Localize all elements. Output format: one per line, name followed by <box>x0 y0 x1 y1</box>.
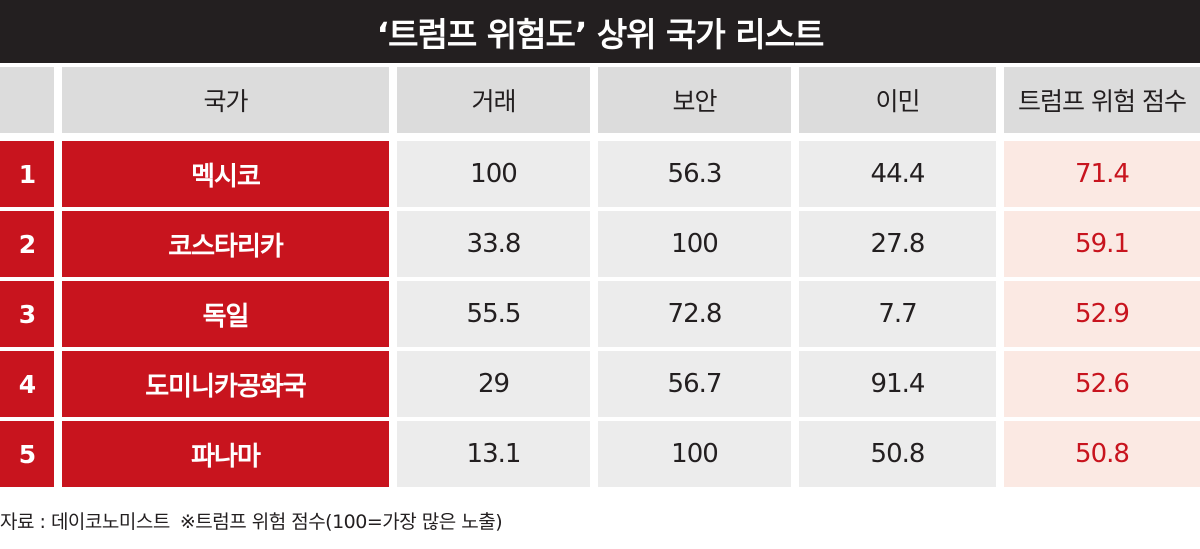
page-title: ‘트럼프 위험도’ 상위 국가 리스트 <box>0 0 1200 63</box>
table-row: 3 독일 55.5 72.8 7.7 52.9 <box>0 281 1200 347</box>
score-cell: 50.8 <box>1004 421 1200 487</box>
trade-cell: 29 <box>397 351 590 417</box>
country-cell: 코스타리카 <box>62 211 389 277</box>
rank-cell: 2 <box>0 211 54 277</box>
trade-cell: 100 <box>397 141 590 207</box>
country-cell: 멕시코 <box>62 141 389 207</box>
score-cell: 59.1 <box>1004 211 1200 277</box>
score-note: ※트럼프 위험 점수(100=가장 많은 노출) <box>179 510 503 533</box>
security-cell: 56.7 <box>598 351 791 417</box>
header-trade: 거래 <box>397 67 590 133</box>
immigration-cell: 27.8 <box>799 211 996 277</box>
header-rank <box>0 67 54 133</box>
immigration-cell: 7.7 <box>799 281 996 347</box>
country-cell: 독일 <box>62 281 389 347</box>
immigration-cell: 50.8 <box>799 421 996 487</box>
country-cell: 도미니카공화국 <box>62 351 389 417</box>
country-cell: 파나마 <box>62 421 389 487</box>
security-cell: 72.8 <box>598 281 791 347</box>
rank-cell: 5 <box>0 421 54 487</box>
rank-cell: 3 <box>0 281 54 347</box>
header-security: 보안 <box>598 67 791 133</box>
trade-cell: 33.8 <box>397 211 590 277</box>
header-score: 트럼프 위험 점수 <box>1004 67 1200 133</box>
table-header-row: 국가 거래 보안 이민 트럼프 위험 점수 <box>0 67 1200 133</box>
immigration-cell: 44.4 <box>799 141 996 207</box>
table-row: 5 파나마 13.1 100 50.8 50.8 <box>0 421 1200 487</box>
header-immigration: 이민 <box>799 67 996 133</box>
trade-cell: 55.5 <box>397 281 590 347</box>
security-cell: 56.3 <box>598 141 791 207</box>
security-cell: 100 <box>598 211 791 277</box>
immigration-cell: 91.4 <box>799 351 996 417</box>
source-footnote: 자료 : 데이코노미스트 ※트럼프 위험 점수(100=가장 많은 노출) <box>0 500 1200 540</box>
table-row: 4 도미니카공화국 29 56.7 91.4 52.6 <box>0 351 1200 417</box>
rank-cell: 1 <box>0 141 54 207</box>
header-country: 국가 <box>62 67 389 133</box>
security-cell: 100 <box>598 421 791 487</box>
score-cell: 52.6 <box>1004 351 1200 417</box>
source-text: 자료 : 데이코노미스트 <box>0 510 170 533</box>
trade-cell: 13.1 <box>397 421 590 487</box>
table-row: 2 코스타리카 33.8 100 27.8 59.1 <box>0 211 1200 277</box>
score-cell: 71.4 <box>1004 141 1200 207</box>
score-cell: 52.9 <box>1004 281 1200 347</box>
table-row: 1 멕시코 100 56.3 44.4 71.4 <box>0 141 1200 207</box>
rank-cell: 4 <box>0 351 54 417</box>
